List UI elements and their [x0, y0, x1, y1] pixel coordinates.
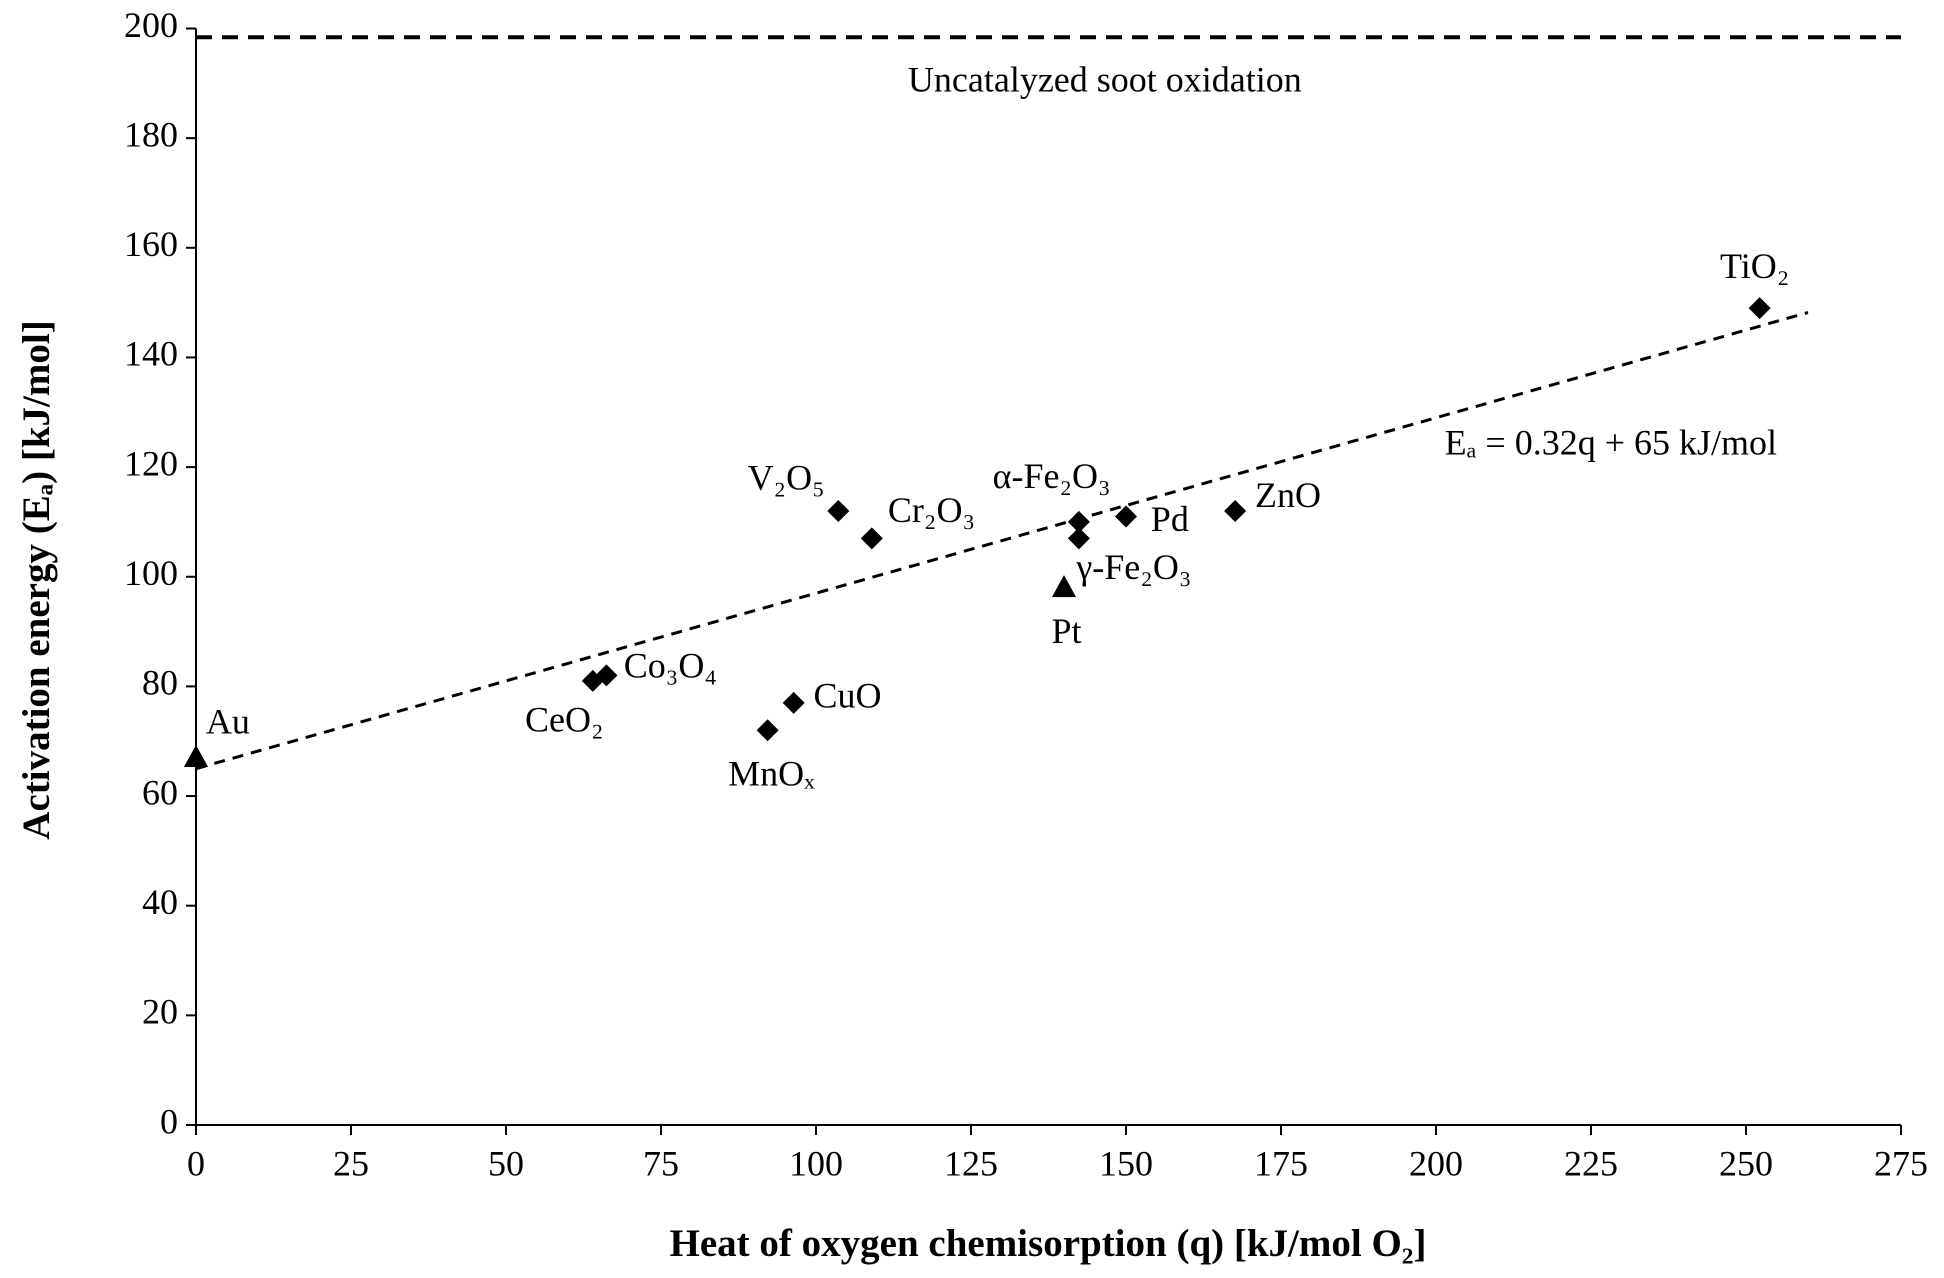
y-tick-label: 80	[142, 663, 178, 703]
x-tick-label: 125	[944, 1143, 998, 1183]
point-label: Co₃O₄	[624, 646, 717, 686]
x-tick-label: 250	[1719, 1143, 1773, 1183]
y-tick-label: 100	[124, 553, 178, 593]
point-label: CuO	[814, 675, 882, 715]
y-tick-label: 40	[142, 882, 178, 922]
point-label: α-Fe₂O₃	[993, 456, 1111, 496]
y-tick-label: 0	[160, 1101, 178, 1141]
trend-line	[195, 311, 1809, 771]
point-diamond	[756, 719, 779, 742]
y-tick-label: 160	[124, 224, 178, 264]
point-label: Au	[206, 702, 250, 742]
reference-label: Uncatalyzed soot oxidation	[908, 59, 1302, 99]
x-tick-label: 150	[1099, 1143, 1153, 1183]
point-label: Cr₂O₃	[888, 490, 975, 530]
point-label: Pd	[1151, 499, 1189, 539]
x-tick-label: 200	[1409, 1143, 1463, 1183]
trend-equation: Eₐ = 0.32q + 65 kJ/mol	[1445, 423, 1777, 463]
x-tick-label: 75	[643, 1143, 679, 1183]
point-diamond	[595, 664, 618, 687]
point-triangle	[183, 745, 209, 768]
point-diamond	[1067, 510, 1090, 533]
x-tick-label: 0	[187, 1143, 205, 1183]
point-diamond	[827, 499, 850, 522]
point-label: Pt	[1051, 611, 1081, 651]
y-tick-label: 180	[124, 114, 178, 154]
point-diamond	[1115, 505, 1137, 528]
point-label: V₂O₅	[748, 457, 825, 497]
point-triangle	[1051, 575, 1077, 598]
y-tick-label: 120	[124, 443, 178, 483]
point-label: TiO₂	[1720, 246, 1789, 286]
point-diamond	[860, 527, 883, 550]
x-tick-label: 25	[333, 1143, 369, 1183]
x-axis-title: Heat of oxygen chemisorption (q) [kJ/mol…	[670, 1222, 1427, 1265]
point-diamond	[1224, 499, 1247, 522]
y-axis-title: Activation energy (Eₐ) [kJ/mol]	[15, 320, 58, 839]
x-tick-label: 225	[1564, 1143, 1618, 1183]
y-tick-label: 200	[124, 5, 178, 45]
x-tick-label: 100	[789, 1143, 843, 1183]
point-label: CeO₂	[525, 699, 604, 739]
point-diamond	[782, 691, 805, 714]
point-diamond	[1748, 297, 1771, 320]
x-tick-label: 175	[1254, 1143, 1308, 1183]
point-label: γ-Fe₂O₃	[1075, 547, 1191, 587]
point-label: ZnO	[1255, 475, 1321, 515]
x-tick-label: 275	[1874, 1143, 1928, 1183]
x-tick-label: 50	[488, 1143, 524, 1183]
point-label: MnOₓ	[728, 754, 815, 794]
y-tick-label: 60	[142, 772, 178, 812]
y-tick-label: 140	[124, 334, 178, 374]
y-tick-label: 20	[142, 992, 178, 1032]
point-diamond	[1067, 527, 1090, 550]
